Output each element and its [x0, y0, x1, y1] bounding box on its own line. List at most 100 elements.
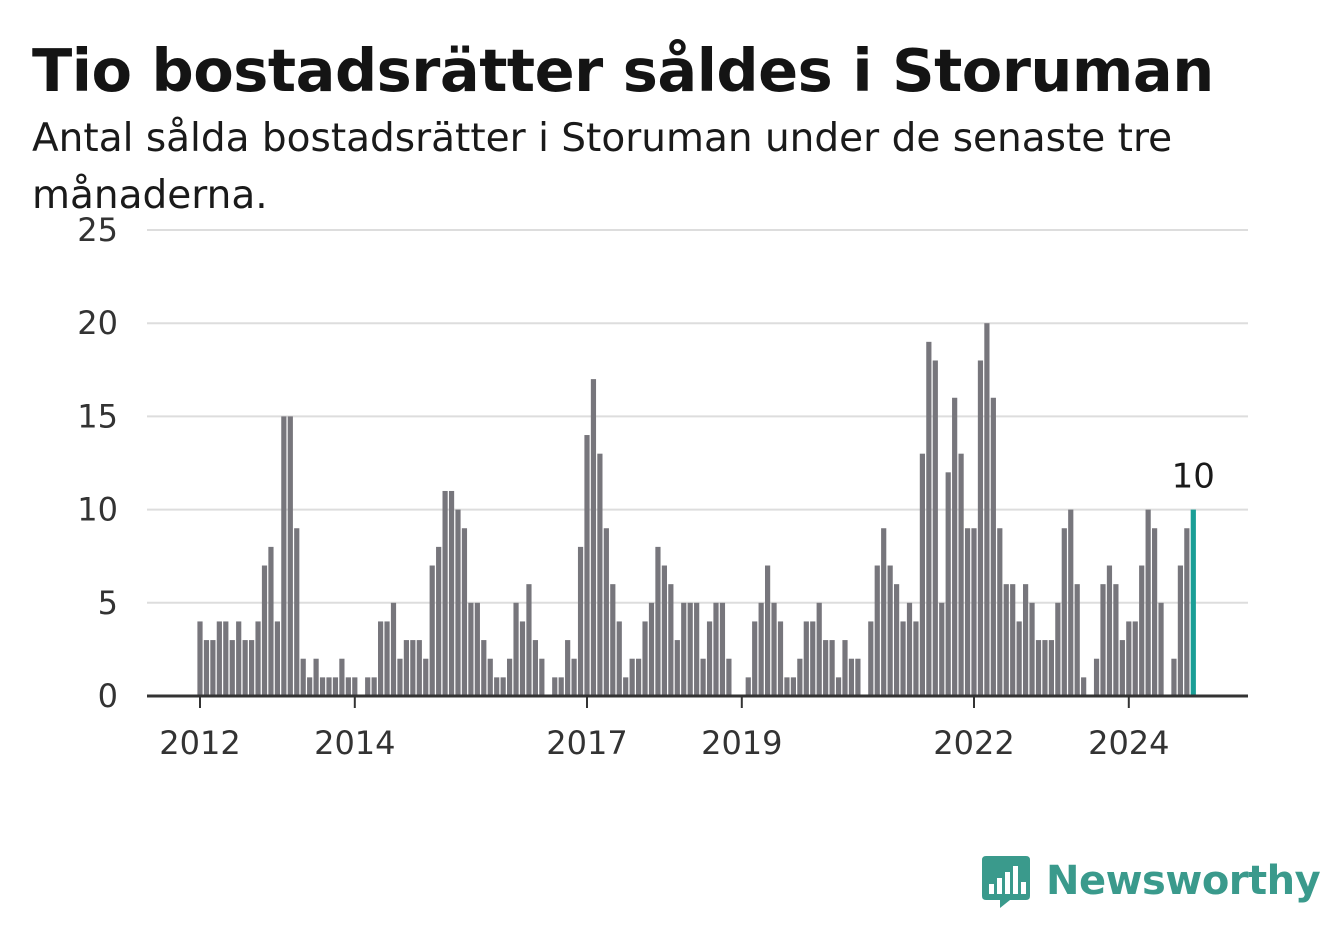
bar	[384, 621, 390, 696]
bar	[648, 602, 655, 696]
bar	[255, 621, 261, 696]
bar	[694, 602, 700, 696]
bar	[1184, 528, 1190, 696]
bar	[1106, 565, 1113, 696]
x-tick-label: 2017	[546, 724, 627, 762]
x-tick-label: 2022	[933, 724, 1014, 762]
bar	[829, 640, 835, 696]
bar	[294, 528, 300, 696]
bar	[403, 640, 409, 696]
bar	[1016, 621, 1022, 696]
y-axis-ticks: 0 5 10 15 20 25	[77, 211, 118, 715]
bar	[726, 658, 732, 696]
bar	[823, 640, 829, 696]
bar	[1093, 658, 1100, 696]
bar	[984, 323, 990, 696]
bar	[629, 658, 635, 696]
bar	[1068, 509, 1074, 696]
bar	[500, 677, 506, 696]
bar	[706, 621, 713, 696]
bar	[1145, 509, 1151, 696]
bar	[681, 602, 687, 696]
bar	[281, 416, 287, 696]
bar	[507, 658, 513, 696]
bar	[584, 435, 590, 696]
bar	[216, 621, 222, 696]
bar	[636, 658, 642, 696]
bar	[590, 379, 597, 696]
bar	[803, 621, 809, 696]
x-tick-label: 2014	[314, 724, 395, 762]
x-tick-label: 2024	[1088, 724, 1169, 762]
bar	[526, 584, 532, 696]
bar	[1003, 584, 1009, 696]
bar	[835, 677, 842, 696]
bar	[977, 360, 984, 696]
bar	[229, 640, 235, 696]
newsworthy-logo: Newsworthy	[980, 850, 1321, 912]
bar	[1158, 602, 1164, 696]
bar	[552, 677, 558, 696]
bars	[197, 323, 1196, 696]
bar	[455, 509, 461, 696]
bar	[881, 528, 887, 696]
bar	[771, 602, 777, 696]
bar	[687, 602, 693, 696]
bar	[352, 677, 358, 696]
x-tick-label: 2012	[159, 724, 240, 762]
bar	[874, 565, 880, 696]
bar	[713, 602, 719, 696]
bar	[855, 658, 861, 696]
bar	[513, 602, 519, 696]
bar	[1029, 602, 1035, 696]
bar	[242, 640, 248, 696]
bar	[339, 658, 345, 696]
bar-highlight	[1190, 509, 1196, 696]
bar	[448, 490, 455, 696]
bar	[371, 677, 377, 696]
bar	[1074, 584, 1080, 696]
bar	[745, 677, 751, 696]
bar	[332, 677, 339, 696]
bar	[319, 677, 326, 696]
bar	[268, 546, 274, 696]
bar	[1048, 640, 1054, 696]
bar	[894, 584, 900, 696]
bar	[784, 677, 790, 696]
bar	[964, 528, 971, 696]
bar	[797, 658, 803, 696]
bar	[1119, 640, 1125, 696]
bar	[223, 621, 229, 696]
bar	[378, 621, 384, 696]
bar	[719, 602, 726, 696]
bar	[1177, 565, 1183, 696]
bar	[481, 640, 487, 696]
bar	[558, 677, 564, 696]
bar	[1035, 640, 1042, 696]
bar	[571, 658, 577, 696]
x-axis-ticks: 2012 2014 2017 2019 2022 2024	[147, 694, 1248, 762]
bar	[1042, 640, 1048, 696]
bar	[1061, 528, 1067, 696]
bar	[777, 621, 784, 696]
bar	[939, 602, 945, 696]
bar	[1171, 658, 1177, 696]
bar	[674, 640, 680, 696]
bar	[848, 658, 855, 696]
bar	[616, 621, 622, 696]
bar	[1010, 584, 1016, 696]
bar	[1126, 621, 1132, 696]
bar	[597, 453, 603, 696]
bar	[1081, 677, 1087, 696]
bar	[345, 677, 351, 696]
bar	[249, 640, 255, 696]
bar	[416, 640, 422, 696]
bar	[1132, 621, 1138, 696]
bar	[442, 490, 448, 696]
bar	[423, 658, 429, 696]
y-tick-label: 25	[77, 211, 118, 249]
bar	[655, 546, 661, 696]
bar	[1055, 602, 1061, 696]
bar	[816, 602, 822, 696]
bar	[203, 640, 210, 696]
